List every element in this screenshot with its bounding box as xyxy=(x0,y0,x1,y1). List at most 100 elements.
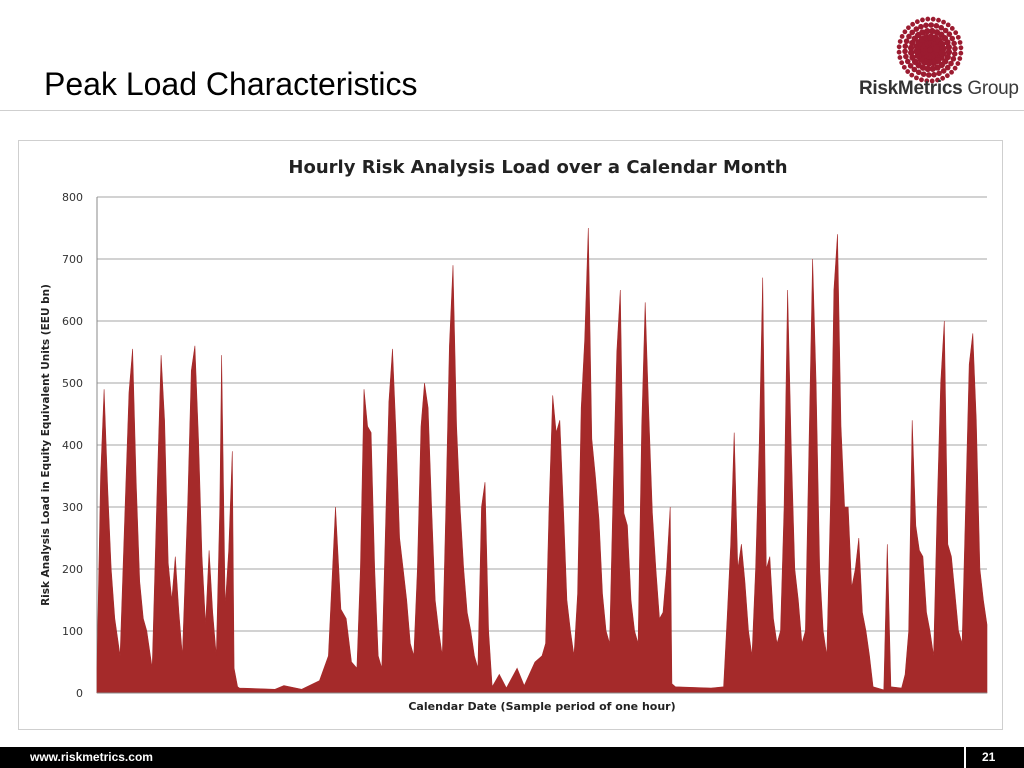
logo-dot xyxy=(931,71,937,78)
logo-dot xyxy=(951,51,958,57)
logo-dot xyxy=(923,22,929,29)
logo-dot xyxy=(929,65,936,72)
logo-dot xyxy=(952,65,958,71)
logo-dot xyxy=(920,71,927,77)
logo-dot xyxy=(897,39,903,44)
y-tick-label: 500 xyxy=(62,377,83,390)
logo-dot xyxy=(945,44,952,51)
logo-dot xyxy=(902,48,908,55)
logo-dot xyxy=(909,29,916,36)
logo-dot xyxy=(928,22,935,28)
logo-dot xyxy=(938,24,945,31)
y-axis-label: Risk Analysis Load in Equity Equivalent … xyxy=(40,284,52,606)
logo-dot xyxy=(918,23,924,30)
logo-dot xyxy=(924,28,931,35)
logo-dot xyxy=(936,17,941,23)
logo-dot xyxy=(925,16,931,22)
logo-dot xyxy=(955,61,961,66)
logo-dot xyxy=(910,21,916,27)
logo-dot xyxy=(913,26,920,32)
logo-dot xyxy=(896,49,902,55)
load-area-series xyxy=(96,227,988,694)
company-logo xyxy=(856,14,1006,106)
logo-dot xyxy=(941,19,946,25)
logo-dot xyxy=(904,58,911,65)
logo-dot xyxy=(944,73,950,79)
chart-panel: Hourly Risk Analysis Load over a Calenda… xyxy=(18,140,1003,730)
title-divider xyxy=(0,110,1024,111)
logo-dot xyxy=(907,44,915,52)
logo-wordmark: RiskMetrics Group xyxy=(859,78,1019,100)
logo-dot xyxy=(958,45,964,51)
logo-dot xyxy=(902,29,908,35)
y-tick-label: 0 xyxy=(76,687,83,700)
logo-dot xyxy=(946,31,953,37)
logo-dot xyxy=(903,38,910,44)
logo-brand-light: Group xyxy=(967,78,1019,99)
logo-dot xyxy=(949,69,954,75)
y-tick-label: 800 xyxy=(62,191,83,204)
dotted-sunburst-icon xyxy=(896,16,964,84)
logo-dot xyxy=(914,75,919,81)
slide-title: Peak Load Characteristics xyxy=(44,66,418,102)
logo-dot xyxy=(942,27,949,34)
y-tick-label: 600 xyxy=(62,315,83,328)
logo-dot xyxy=(924,65,932,73)
x-axis-label: Calendar Date (Sample period of one hour… xyxy=(408,700,675,713)
footer-bar: www.riskmetrics.com 21 xyxy=(0,747,1024,768)
logo-dot xyxy=(906,33,912,40)
logo-dot xyxy=(896,44,902,50)
logo-dot xyxy=(902,43,909,49)
logo-dot xyxy=(899,60,905,66)
logo-dot xyxy=(945,48,953,56)
logo-dot xyxy=(905,69,911,74)
logo-dot xyxy=(911,66,918,73)
logo-dot xyxy=(928,27,936,35)
y-tick-label: 700 xyxy=(62,253,83,266)
logo-dot xyxy=(955,34,961,40)
chart-title: Hourly Risk Analysis Load over a Calenda… xyxy=(288,157,787,178)
logo-dot xyxy=(897,55,903,60)
logo-dot xyxy=(957,40,963,45)
logo-dot xyxy=(950,56,957,62)
logo-dot xyxy=(949,35,956,42)
logo-dot xyxy=(919,77,924,83)
logo-dot xyxy=(949,26,955,31)
logo-dot xyxy=(957,56,963,61)
y-tick-label: 200 xyxy=(62,563,83,576)
logo-dot xyxy=(942,58,949,65)
logo-dot xyxy=(940,75,946,81)
logo-dot xyxy=(924,78,930,84)
page-number: 21 xyxy=(982,750,996,764)
logo-dot xyxy=(915,69,922,76)
logo-dot xyxy=(907,63,914,69)
y-tick-label: 300 xyxy=(62,501,83,514)
logo-dot xyxy=(899,34,905,39)
y-tick-label: 400 xyxy=(62,439,83,452)
logo-dot xyxy=(940,68,947,74)
logo-dot xyxy=(929,78,935,84)
logo-dot xyxy=(952,45,958,52)
logo-dot xyxy=(920,17,925,23)
logo-dot xyxy=(908,49,915,56)
footer-divider xyxy=(964,747,966,768)
logo-dot xyxy=(933,23,940,29)
logo-dot xyxy=(958,50,964,56)
logo-dot xyxy=(948,60,954,67)
logo-brand-bold: RiskMetrics xyxy=(859,78,963,99)
logo-dot xyxy=(903,53,909,60)
logo-dot xyxy=(945,22,951,28)
logo-dot xyxy=(909,72,915,78)
logo-dot xyxy=(930,16,936,22)
logo-dot xyxy=(936,70,942,77)
logo-dot xyxy=(935,77,940,83)
logo-dot xyxy=(953,30,959,36)
footer-url[interactable]: www.riskmetrics.com xyxy=(30,750,153,764)
logo-dot xyxy=(925,72,932,78)
logo-dot xyxy=(944,64,951,71)
logo-dot xyxy=(901,64,907,70)
area-chart: Hourly Risk Analysis Load over a Calenda… xyxy=(40,157,988,713)
logo-dot xyxy=(906,25,911,31)
logo-dot xyxy=(951,40,957,47)
logo-dot xyxy=(938,49,947,57)
